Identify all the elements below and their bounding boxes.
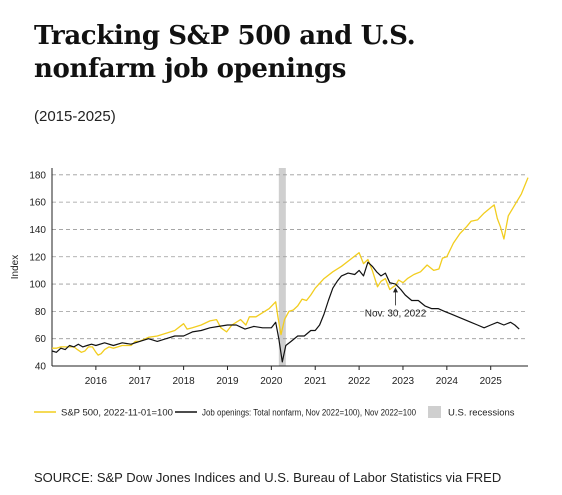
x-tick-label: 2022 [348, 376, 371, 387]
chart-svg: 40 60 80 100 120 140 160 180 2016 2017 2018 2019 202… [10, 168, 529, 419]
source-note: SOURCE: S&P Dow Jones Indices and U.S. B… [34, 470, 502, 485]
y-tick-label: 60 [35, 334, 47, 345]
legend-label-recessions: U.S. recessions [448, 408, 515, 419]
y-tick-label: 80 [35, 307, 47, 318]
y-tick-label: 180 [29, 170, 46, 181]
x-tick-label: 2019 [216, 376, 239, 387]
x-tick-label: 2016 [85, 376, 108, 387]
series-line-sp500 [52, 177, 529, 356]
y-tick-label: 100 [29, 280, 46, 291]
legend-label-sp500: S&P 500, 2022-11-01=100 [61, 408, 173, 419]
annotation-label: Nov. 30, 2022 [365, 308, 427, 319]
annotation-arrow-head [393, 287, 399, 293]
x-tick-label: 2023 [392, 376, 415, 387]
chart-subtitle: (2015-2025) [34, 108, 116, 125]
x-tick-label: 2020 [260, 376, 283, 387]
x-tick-label: 2025 [480, 376, 503, 387]
x-tick-label: 2018 [172, 376, 195, 387]
legend-swatch-recessions [428, 406, 441, 418]
x-tick-label: 2017 [129, 376, 152, 387]
y-tick-label: 120 [29, 252, 46, 263]
y-tick-label: 40 [35, 362, 47, 373]
y-tick-label: 160 [29, 198, 46, 209]
x-tick-label: 2021 [304, 376, 327, 387]
chart-title: Tracking S&P 500 and U.S. nonfarm job op… [34, 21, 416, 84]
series-line-job-openings [51, 261, 520, 363]
y-tick-label: 140 [29, 225, 46, 236]
y-axis-label: Index [10, 255, 21, 279]
x-tick-label: 2024 [436, 376, 459, 387]
legend-label-job-openings: Job openings: Total nonfarm, Nov 2022=10… [202, 408, 416, 419]
recession-band [278, 168, 286, 366]
